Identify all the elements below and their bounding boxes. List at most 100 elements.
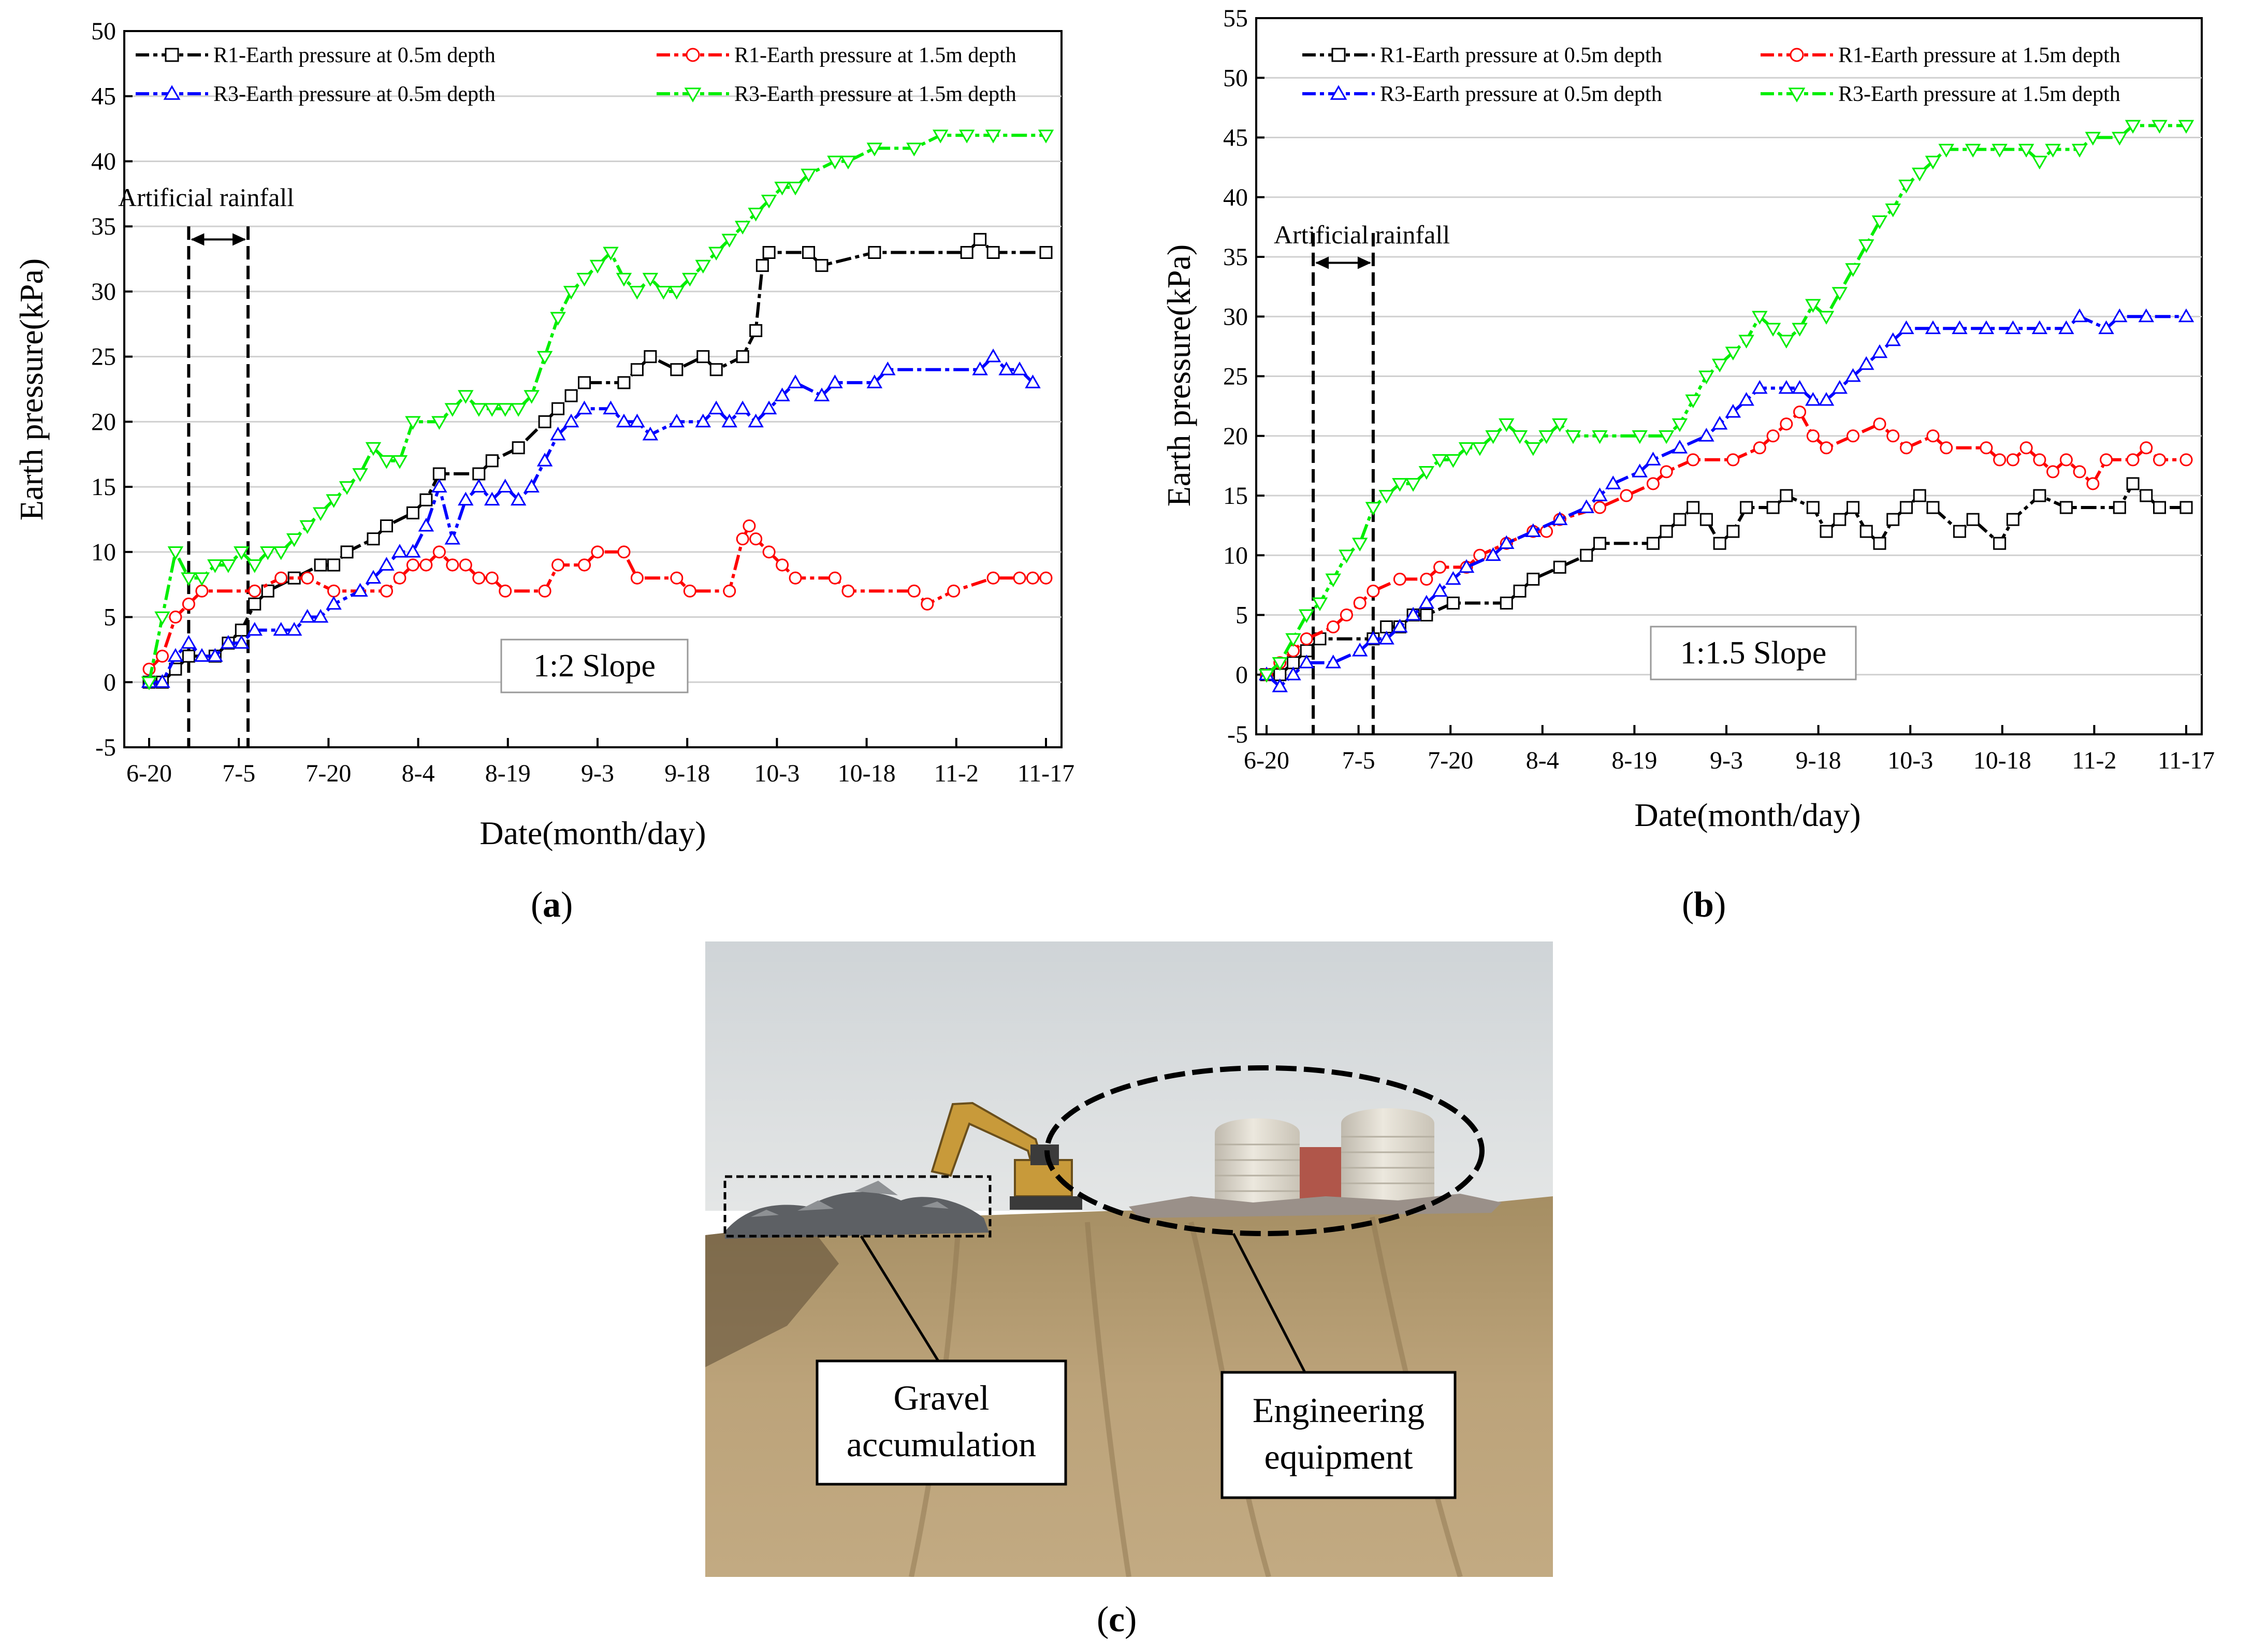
series-0-point (1673, 513, 1687, 526)
series-2-point (2138, 308, 2155, 323)
series-2-point (1392, 618, 1408, 633)
series-2-point (497, 479, 513, 492)
chart-b-panel-label-open: ( (1682, 885, 1694, 925)
series-3-point (563, 286, 579, 300)
x-tick-label: 8-19 (1611, 747, 1657, 774)
series-0-point (1580, 548, 1593, 562)
series-2-point (1592, 487, 1608, 501)
series-1-point (841, 584, 855, 598)
series-3-point (761, 195, 777, 209)
series-1-point (485, 571, 499, 585)
series-1-point (749, 532, 763, 546)
series-0-point (1847, 501, 1860, 514)
chart-b-y-axis: -5 0 5 10 15 20 25 30 35 40 45 50 55 (1223, 5, 1264, 748)
series-0-point (2140, 489, 2153, 502)
series-0-point (248, 597, 261, 611)
legend-marker-2 (163, 85, 181, 100)
series-2-point (220, 635, 237, 649)
series-1-point (301, 571, 314, 585)
series-3-point (1885, 203, 1901, 218)
series-2-point (2005, 320, 2021, 335)
series-0-point (1899, 501, 1913, 514)
series-1-point (1820, 441, 1833, 455)
series-1-point (2100, 453, 2113, 467)
chart-b-panel-label: b (1694, 885, 1714, 925)
chart-a-grid (124, 95, 1062, 683)
chart-b-y-label: Earth pressure(kPa) (1160, 244, 1197, 506)
series-line-0 (149, 237, 1046, 684)
series-3-point (167, 546, 184, 560)
series-3-point (1285, 633, 1301, 647)
series-2-point (246, 622, 263, 636)
series-0-point (2033, 489, 2046, 502)
series-1-point (1940, 441, 1953, 455)
legend-label-2: R3-Earth pressure at 0.5m depth (213, 82, 496, 106)
series-3-point (1458, 442, 1475, 456)
series-3-point (220, 559, 237, 573)
series-1-point (1660, 465, 1673, 479)
chart-a-y-label: Earth pressure(kPa) (13, 258, 50, 520)
series-1-point (155, 649, 169, 663)
series-0-point (1699, 513, 1713, 526)
series-3-point (1258, 669, 1275, 683)
series-2-point (1832, 380, 1848, 394)
series-0-point (1513, 584, 1527, 598)
series-0-point (564, 389, 578, 402)
series-3-point (1965, 143, 1981, 158)
x-tick-label: 7-5 (222, 760, 255, 787)
series-1-point (986, 571, 1000, 585)
series-2-point (524, 479, 540, 492)
series-3-point (1698, 370, 1714, 385)
series-2-point (1752, 380, 1768, 394)
y-tick-label: 40 (1223, 184, 1248, 211)
series-2-point (1871, 344, 1888, 358)
series-2-point (1458, 559, 1475, 573)
legend-marker-3 (1788, 88, 1806, 103)
y-tick-label: 5 (1235, 602, 1248, 629)
series-0-point (485, 454, 499, 468)
series-2-point (1725, 403, 1741, 418)
series-2-point (761, 400, 777, 415)
x-tick-label: 7-5 (1342, 747, 1375, 774)
series-2-point (1485, 547, 1501, 561)
chart-b-slope-box (1650, 626, 1857, 680)
series-0-point (472, 467, 486, 481)
series-line-3 (148, 134, 1046, 683)
series-3-point (576, 272, 592, 287)
series-3-point (1565, 430, 1581, 444)
series-3-point (827, 155, 843, 170)
chart-a-rainfall-label: Artificial rainfall (118, 183, 294, 212)
series-1-point (2019, 441, 2033, 455)
series-3-point (1711, 358, 1728, 373)
series-2-point (616, 413, 632, 428)
series-3-point (958, 129, 975, 143)
series-2-point (234, 635, 250, 649)
x-tick-label: 7-20 (1428, 747, 1473, 774)
legend-marker-0 (1331, 48, 1346, 62)
x-tick-label: 10-3 (754, 760, 800, 787)
series-3-point (1592, 430, 1608, 444)
series-0-point (1500, 596, 1513, 610)
series-0-point (1740, 501, 1753, 514)
series-3-point (616, 272, 632, 287)
series-0-point (1687, 501, 1700, 514)
series-3-point (682, 272, 698, 287)
series-0-point (1273, 668, 1287, 682)
series-1-point (907, 584, 921, 598)
equipment-callout-line2: equipment (1264, 1437, 1413, 1476)
series-3-point (1472, 442, 1488, 456)
series-0-point (538, 415, 551, 428)
series-0-point (261, 584, 274, 598)
series-0-point (2179, 501, 2193, 514)
series-2-point (1552, 511, 1568, 525)
y-tick-label: -5 (1227, 721, 1248, 748)
series-2-point (418, 517, 434, 532)
series-1-point (921, 597, 934, 611)
series-3-point (1312, 597, 1328, 612)
series-1-point (2140, 441, 2153, 455)
series-0-point (327, 558, 341, 572)
y-tick-label: 50 (91, 18, 116, 45)
series-3-point (154, 611, 170, 626)
x-tick-label: 8-4 (402, 760, 435, 787)
series-3-point (748, 208, 764, 222)
